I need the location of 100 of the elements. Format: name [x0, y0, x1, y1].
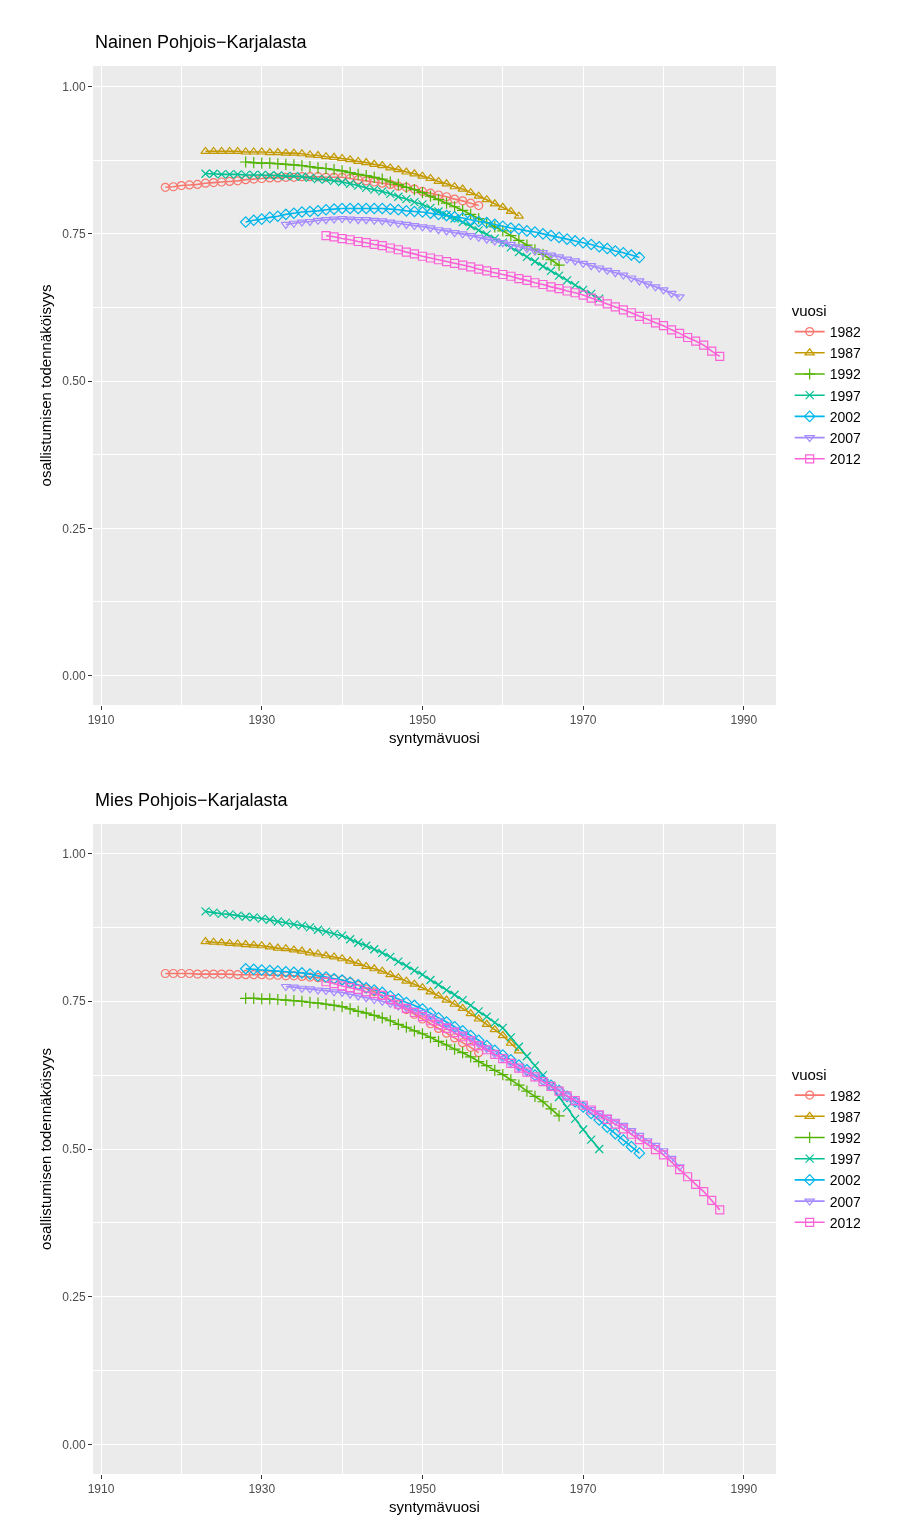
x-tick-label: 1990: [730, 1482, 758, 1497]
point: [393, 973, 404, 981]
point: [554, 271, 564, 281]
point: [464, 1029, 477, 1042]
point: [409, 249, 420, 259]
x-axis-title: syntymävuosi: [389, 729, 480, 747]
point: [353, 236, 363, 247]
point: [458, 196, 468, 206]
point: [345, 983, 355, 993]
point: [208, 937, 219, 945]
point: [449, 230, 460, 238]
point: [425, 1014, 436, 1022]
point: [498, 1023, 508, 1033]
point: [474, 264, 484, 274]
point: [506, 271, 516, 281]
point: [456, 212, 469, 224]
point: [328, 203, 340, 215]
point: [295, 995, 309, 1008]
point: [296, 967, 308, 979]
point: [248, 147, 259, 155]
point: [377, 218, 388, 226]
y-tick-label: 0.25: [62, 1289, 86, 1304]
point: [393, 245, 403, 255]
point: [376, 202, 389, 215]
point: [586, 289, 596, 299]
point: [650, 1144, 661, 1155]
point: [441, 192, 452, 202]
legend-label: 1987: [829, 1108, 862, 1125]
point: [474, 225, 484, 235]
point: [466, 1042, 476, 1052]
point: [345, 235, 355, 245]
point: [602, 267, 613, 275]
point: [448, 1020, 461, 1033]
point: [200, 178, 211, 188]
point: [642, 314, 653, 324]
legend-label: 2012: [829, 1214, 862, 1231]
point: [474, 1048, 484, 1058]
point: [224, 938, 235, 946]
point: [691, 336, 701, 346]
y-tick-label: 0.25: [62, 521, 86, 536]
point: [248, 940, 259, 948]
point: [240, 147, 251, 155]
point: [586, 1134, 596, 1145]
y-tick-label: 0.50: [62, 1142, 86, 1157]
point: [255, 213, 268, 225]
point: [409, 169, 420, 177]
point: [634, 1134, 644, 1145]
point: [208, 178, 219, 188]
point: [618, 272, 629, 280]
point: [425, 987, 436, 995]
point: [280, 208, 292, 221]
point: [473, 191, 484, 199]
point: [441, 179, 452, 187]
point: [594, 1144, 604, 1154]
point: [376, 986, 389, 999]
point: [312, 205, 324, 217]
point: [505, 206, 517, 215]
point: [553, 231, 565, 244]
point: [303, 160, 317, 173]
point: [336, 215, 348, 224]
point: [424, 207, 437, 220]
point: [304, 205, 316, 218]
point: [457, 1003, 468, 1011]
point: [256, 147, 267, 155]
point: [465, 233, 476, 241]
point: [715, 1205, 725, 1215]
point: [216, 177, 227, 187]
point: [530, 278, 540, 288]
point: [456, 1025, 469, 1037]
point: [264, 942, 275, 950]
x-tick-label: 1970: [569, 713, 597, 728]
x-tick-label: 1930: [248, 1482, 276, 1497]
point: [449, 1033, 460, 1043]
point: [449, 999, 460, 1007]
point: [425, 173, 436, 182]
point: [666, 290, 677, 298]
point: [538, 279, 548, 290]
point: [416, 1003, 429, 1015]
point: [225, 969, 235, 979]
point: [385, 970, 396, 978]
point: [570, 280, 580, 290]
point: [272, 965, 284, 977]
point: [561, 233, 573, 245]
point: [409, 979, 420, 987]
point: [521, 245, 533, 254]
point: [200, 936, 211, 945]
point: [377, 160, 388, 169]
point: [208, 969, 219, 979]
point: [393, 957, 403, 967]
point: [336, 153, 348, 162]
point: [545, 229, 557, 242]
point: [329, 232, 339, 242]
point: [336, 989, 348, 998]
point: [425, 253, 436, 263]
point: [351, 1005, 365, 1018]
y-tick-label: 0.00: [62, 668, 86, 683]
point: [699, 340, 709, 350]
x-tick-label: 1990: [730, 713, 758, 728]
point: [449, 182, 460, 190]
point: [208, 146, 219, 154]
